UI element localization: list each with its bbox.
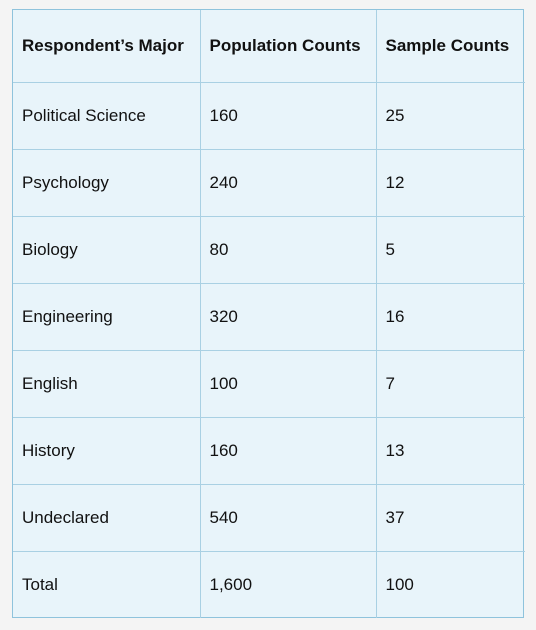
table-row: Engineering 320 16 [13,283,525,351]
column-header: Respondent’s Major [13,10,201,83]
table-cell-population: 240 [199,149,377,217]
table-cell-sample: 7 [375,350,525,418]
table-cell-major: Engineering [13,283,201,351]
table-header-row: Respondent’s Major Population Counts Sam… [13,10,525,83]
table-cell-sample: 12 [375,149,525,217]
table-row: English 100 7 [13,350,525,418]
table-cell-major: Psychology [13,149,201,217]
table-cell-major: English [13,350,201,418]
table-total-row: Total 1,600 100 [13,551,525,618]
table-row: Political Science 160 25 [13,82,525,150]
column-header: Population Counts [199,10,377,83]
column-header: Sample Counts [375,10,525,83]
table-row: Undeclared 540 37 [13,484,525,552]
table-cell-major: Undeclared [13,484,201,552]
table-row: History 160 13 [13,417,525,485]
table-cell-sample: 25 [375,82,525,150]
table-cell-population: 320 [199,283,377,351]
table-cell-major: Political Science [13,82,201,150]
table-cell-population: 100 [199,350,377,418]
table-cell-major: History [13,417,201,485]
table-cell-sample: 5 [375,216,525,284]
data-table: Respondent’s Major Population Counts Sam… [13,10,525,618]
table-row: Psychology 240 12 [13,149,525,217]
table-cell-population: 160 [199,82,377,150]
table-cell-population: 80 [199,216,377,284]
data-table-container: Respondent’s Major Population Counts Sam… [12,9,525,618]
table-cell-population: 1,600 [199,551,377,618]
table-cell-sample: 13 [375,417,525,485]
table-cell-population: 160 [199,417,377,485]
table-cell-population: 540 [199,484,377,552]
table-cell-major: Total [13,551,201,618]
table-cell-sample: 100 [375,551,525,618]
table-cell-sample: 16 [375,283,525,351]
table-cell-major: Biology [13,216,201,284]
table-cell-sample: 37 [375,484,525,552]
table-row: Biology 80 5 [13,216,525,284]
